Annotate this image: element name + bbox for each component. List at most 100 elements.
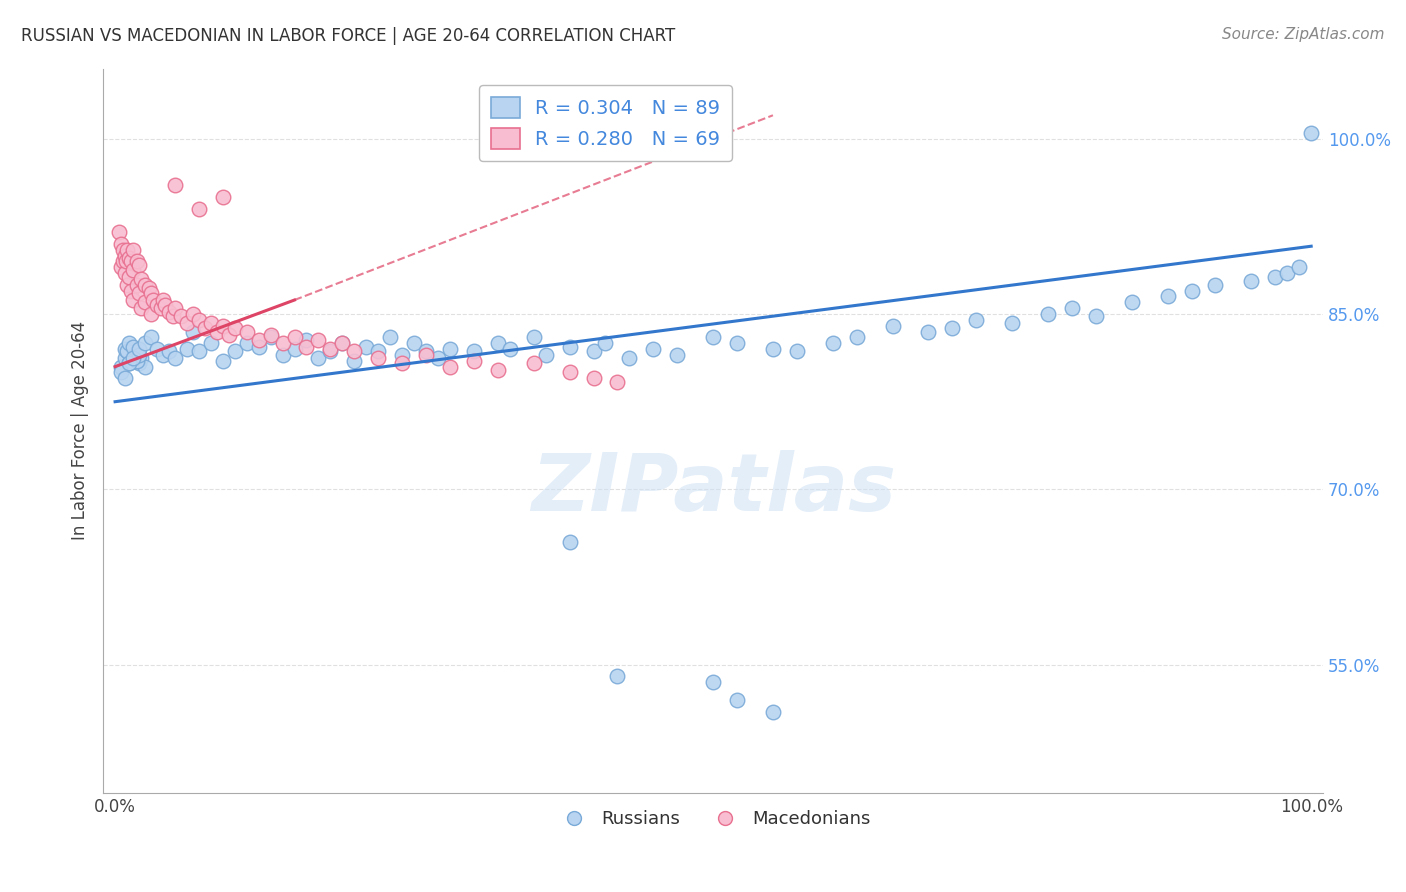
Point [134, 295, 156, 310]
Point [917, 325, 939, 339]
Point [134, 359, 156, 374]
Point [965, 313, 987, 327]
Point [118, 251, 141, 265]
Point [247, 333, 270, 347]
Point [1121, 295, 1143, 310]
Point [1288, 260, 1310, 275]
Point [115, 243, 138, 257]
Point [125, 254, 148, 268]
Point [582, 371, 605, 385]
Point [118, 336, 141, 351]
Point [367, 344, 389, 359]
Point [558, 366, 581, 380]
Point [122, 293, 145, 307]
Point [139, 307, 162, 321]
Point [1240, 274, 1263, 288]
Point [170, 310, 193, 324]
Point [941, 321, 963, 335]
Point [200, 336, 222, 351]
Point [1084, 310, 1107, 324]
Point [107, 225, 129, 239]
Point [1001, 317, 1024, 331]
Point [187, 344, 209, 359]
Point [125, 277, 148, 292]
Point [122, 243, 145, 257]
Point [114, 351, 136, 366]
Point [224, 321, 246, 335]
Point [181, 307, 204, 321]
Point [155, 298, 177, 312]
Text: ZIPatlas: ZIPatlas [530, 450, 896, 528]
Point [283, 330, 305, 344]
Point [1301, 126, 1323, 140]
Point [595, 336, 617, 351]
Point [122, 351, 145, 366]
Point [205, 325, 228, 339]
Point [142, 293, 165, 307]
Point [319, 342, 342, 356]
Point [391, 356, 413, 370]
Point [534, 348, 557, 362]
Point [1060, 301, 1083, 315]
Legend: Russians, Macedonians: Russians, Macedonians [548, 803, 877, 835]
Point [118, 269, 141, 284]
Point [319, 344, 342, 359]
Point [725, 693, 748, 707]
Point [343, 344, 366, 359]
Point [271, 336, 294, 351]
Point [128, 258, 150, 272]
Point [163, 301, 186, 315]
Point [439, 342, 461, 356]
Text: Source: ZipAtlas.com: Source: ZipAtlas.com [1222, 27, 1385, 42]
Point [606, 375, 628, 389]
Point [702, 675, 724, 690]
Point [138, 281, 160, 295]
Point [486, 336, 509, 351]
Point [218, 328, 240, 343]
Point [271, 348, 294, 362]
Point [330, 336, 353, 351]
Point [176, 342, 198, 356]
Point [114, 371, 136, 385]
Point [120, 254, 142, 268]
Point [1180, 284, 1202, 298]
Point [122, 348, 145, 362]
Point [146, 298, 169, 312]
Point [427, 351, 450, 366]
Point [114, 342, 136, 356]
Point [356, 340, 378, 354]
Point [307, 351, 329, 366]
Point [235, 336, 257, 351]
Point [139, 330, 162, 344]
Point [295, 333, 318, 347]
Point [235, 325, 257, 339]
Point [194, 321, 217, 335]
Point [134, 277, 156, 292]
Point [122, 262, 145, 277]
Point [404, 336, 426, 351]
Point [307, 333, 329, 347]
Y-axis label: In Labor Force | Age 20-64: In Labor Force | Age 20-64 [72, 321, 89, 541]
Point [259, 330, 281, 344]
Point [558, 340, 581, 354]
Point [211, 190, 233, 204]
Point [343, 353, 366, 368]
Point [115, 254, 138, 268]
Point [128, 356, 150, 370]
Point [1205, 277, 1227, 292]
Point [762, 705, 785, 719]
Point [110, 260, 132, 275]
Point [122, 340, 145, 354]
Point [115, 344, 138, 359]
Point [821, 336, 844, 351]
Point [415, 344, 437, 359]
Point [391, 348, 413, 362]
Point [181, 325, 204, 339]
Point [139, 285, 162, 300]
Point [187, 313, 209, 327]
Point [187, 202, 209, 216]
Point [149, 301, 172, 315]
Point [211, 353, 233, 368]
Point [131, 272, 153, 286]
Point [176, 317, 198, 331]
